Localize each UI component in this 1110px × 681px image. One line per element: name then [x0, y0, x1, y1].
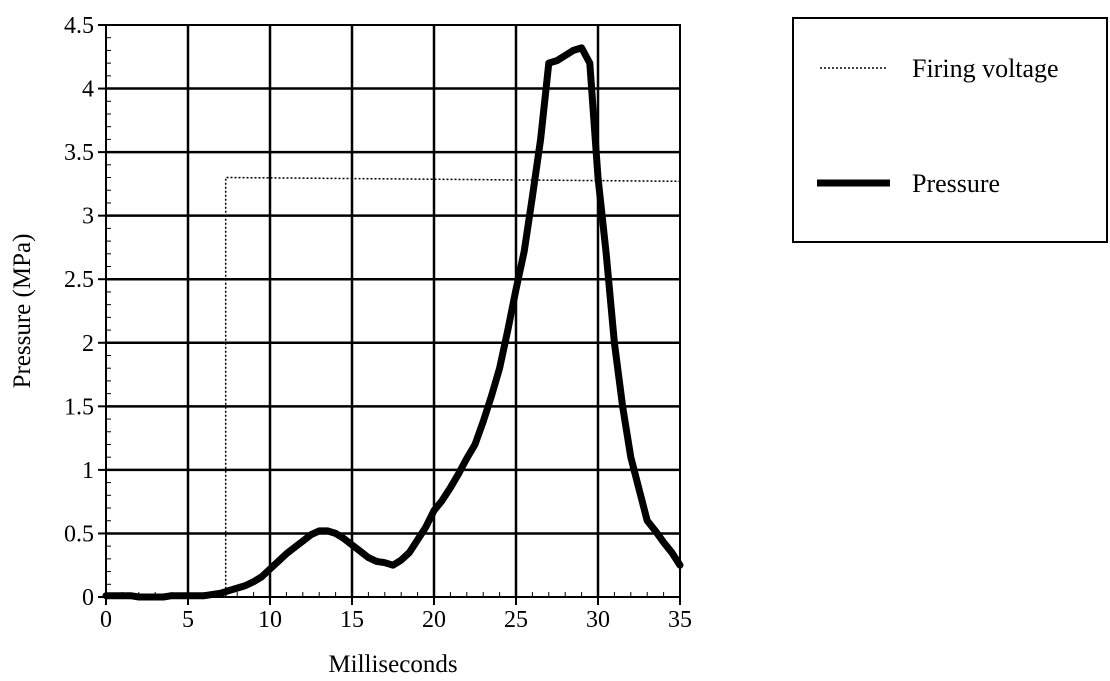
x-tick-label: 20 — [422, 607, 446, 633]
x-tick-label: 5 — [182, 607, 194, 633]
series-line-pressure — [102, 44, 684, 601]
legend-label-pressure: Pressure — [912, 169, 1000, 198]
x-tick-label: 30 — [586, 607, 610, 633]
y-tick-label: 3 — [82, 204, 94, 230]
x-tick-label: 25 — [504, 607, 528, 633]
y-tick-label: 1.5 — [64, 394, 94, 420]
y-tick-label: 3.5 — [64, 140, 94, 166]
x-tick-label: 0 — [100, 607, 112, 633]
y-tick-label: 0 — [82, 585, 94, 611]
y-tick-labels: 0 0.5 1 1.5 2 2.5 3 3.5 4 4.5 — [64, 13, 94, 611]
x-tick-label: 35 — [668, 607, 692, 633]
series-line-firing-voltage — [106, 176, 681, 598]
x-tick-label: 10 — [258, 607, 282, 633]
x-tick-label: 15 — [340, 607, 364, 633]
legend-label-firing-voltage: Firing voltage — [912, 54, 1059, 83]
y-tick-label: 4 — [82, 77, 94, 103]
y-tick-label: 4.5 — [64, 13, 94, 39]
legend-box — [792, 17, 1108, 243]
series — [102, 44, 684, 601]
y-tick-label: 2 — [82, 331, 94, 357]
x-axis-title: Milliseconds — [328, 651, 457, 678]
grid — [98, 24, 681, 605]
y-tick-label: 1 — [82, 458, 94, 484]
plot-frame — [105, 24, 681, 598]
y-axis-title: Pressure (MPa) — [9, 234, 36, 389]
y-tick-label: 0.5 — [64, 521, 94, 547]
legend: Firing voltage Pressure — [792, 17, 1108, 243]
y-tick-label: 2.5 — [64, 267, 94, 293]
x-tick-labels: 0 5 10 15 20 25 30 35 — [100, 607, 692, 633]
